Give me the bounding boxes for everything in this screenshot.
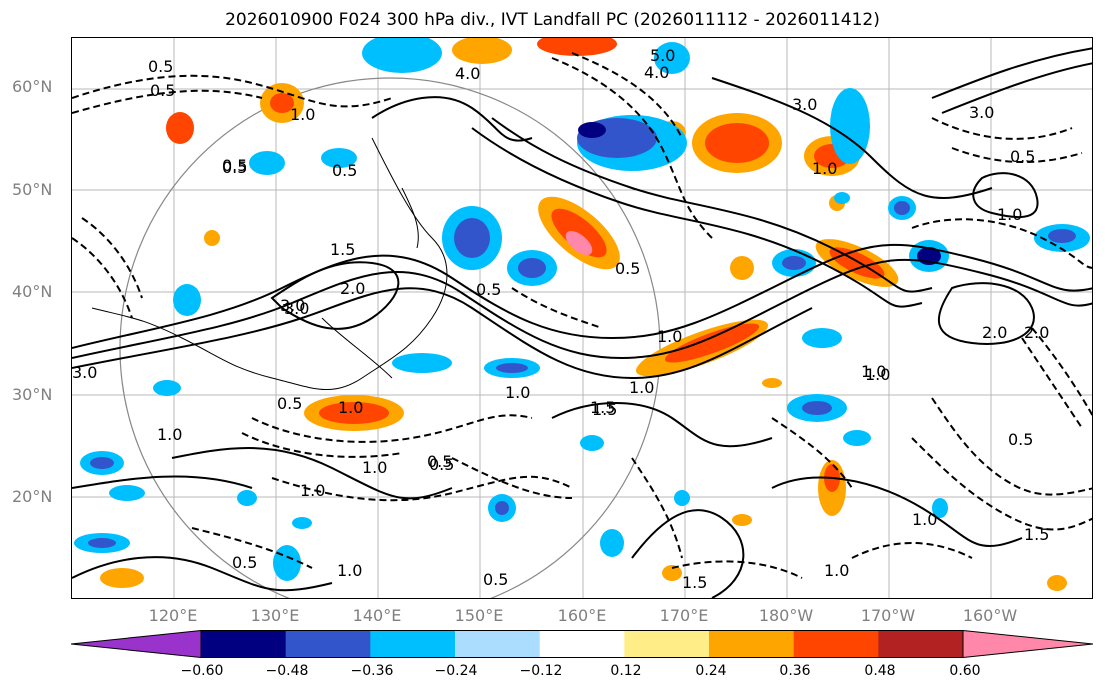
colorbar-cell: [709, 630, 795, 658]
contour-label: 1.0: [338, 398, 363, 417]
contour-label: 1.0: [912, 510, 937, 529]
contour-label: 1.0: [362, 458, 387, 477]
contour-label: 1.0: [629, 378, 654, 397]
contour-label: 0.5: [1010, 147, 1035, 166]
contour-label: 1.5: [330, 240, 355, 259]
contour-label: 1.0: [505, 383, 530, 402]
latitude-label: 20°N: [12, 487, 53, 506]
contour-label: 1.0: [157, 425, 182, 444]
contour-label: 0.5: [427, 452, 452, 471]
contour-label: 0.5: [222, 156, 247, 175]
contour-label: 0.5: [615, 259, 640, 278]
contour-label: 3.0: [280, 296, 305, 315]
colorbar-tick-label: 0.60: [949, 663, 981, 679]
contour-label: 2.0: [1024, 323, 1049, 342]
reference-circle: [119, 77, 661, 598]
colorbar-tick-label: 0.48: [864, 663, 896, 679]
contour-label: 0.5: [476, 280, 501, 299]
contour-label: 0.5: [148, 57, 173, 76]
contour-label: 5.0: [650, 46, 675, 65]
colorbar-cell: [285, 630, 371, 658]
contour-label: 3.0: [792, 95, 817, 114]
map-canvas: 0.5 0.5 4.0 5.0 4.0 1.0 0.5 0.5 3.0 1.0 …: [72, 38, 1092, 598]
colorbar-tick-label: −0.24: [434, 663, 478, 679]
colorbar-cells: [71, 630, 1093, 658]
longitude-label: 170°E: [659, 606, 709, 625]
contour-label: 0.5: [232, 553, 257, 572]
contour-label: 1.0: [861, 362, 886, 381]
contour-label: 1.0: [812, 159, 837, 178]
colorbar-cell: [455, 630, 541, 658]
longitude-label: 180°W: [758, 606, 814, 625]
colorbar-tick-label: 0.36: [779, 663, 811, 679]
contour-label: 3.0: [72, 363, 97, 382]
colorbar-cell: [201, 630, 287, 658]
coastline: [91, 137, 448, 391]
contour-label: 0.5: [1008, 430, 1033, 449]
colorbar-cell: [793, 630, 879, 658]
colorbar-cell: [878, 630, 964, 658]
contour-label: 2.0: [340, 279, 365, 298]
contour-label: 1.5: [1024, 525, 1049, 544]
latitude-label: 50°N: [12, 180, 53, 199]
colorbar: [71, 630, 1093, 658]
contour-label: 1.0: [997, 205, 1022, 224]
contour-label: 0.5: [150, 81, 175, 100]
colorbar-cell: [539, 630, 625, 658]
contour-label: 1.0: [300, 481, 325, 500]
longitude-label: 160°W: [962, 606, 1018, 625]
contour-labels: 0.5 0.5 4.0 5.0 4.0 1.0 0.5 0.5 3.0 1.0 …: [72, 46, 1049, 592]
colorbar-tick-label: −0.36: [350, 663, 394, 679]
contour-label: 4.0: [455, 64, 480, 83]
contour-label: 1.5: [592, 400, 617, 419]
latitude-label: 30°N: [12, 385, 53, 404]
contour-label: 1.0: [657, 327, 682, 346]
colorbar-tick-label: −0.48: [265, 663, 309, 679]
colorbar-tick-label: 0.12: [610, 663, 642, 679]
contour-label: 0.5: [332, 161, 357, 180]
contour-label: 0.5: [222, 158, 247, 177]
contour-label: 1.0: [337, 561, 362, 580]
contour-label: 3.0: [969, 103, 994, 122]
colorbar-tick-label: −0.60: [180, 663, 224, 679]
colorbar-cell: [624, 630, 710, 658]
longitude-label: 170°W: [860, 606, 916, 625]
longitude-label: 140°E: [352, 606, 402, 625]
contour-label: 3.0: [284, 299, 309, 318]
dashed-contours: [72, 52, 1092, 579]
map-area[interactable]: 0.5 0.5 4.0 5.0 4.0 1.0 0.5 0.5 3.0 1.0 …: [71, 37, 1093, 599]
colorbar-cell: [370, 630, 456, 658]
contour-label: 2.0: [982, 323, 1007, 342]
latitude-label: 40°N: [12, 282, 53, 301]
longitude-label: 150°E: [454, 606, 504, 625]
contour-label: 1.0: [824, 561, 849, 580]
contour-label: 1.0: [865, 365, 890, 384]
longitude-label: 130°E: [250, 606, 300, 625]
latitude-label: 60°N: [12, 77, 53, 96]
contour-label: 1.5: [682, 573, 707, 592]
contour-label: 1.5: [590, 398, 615, 417]
colorbar-tick-label: −0.12: [519, 663, 563, 679]
colorbar-extend-low: [71, 630, 202, 658]
colorbar-extend-high: [962, 630, 1093, 658]
contour-label: 4.0: [644, 63, 669, 82]
contour-label: 0.5: [429, 455, 454, 474]
solid-contours: [72, 47, 1092, 598]
contour-label: 0.5: [277, 394, 302, 413]
longitude-label: 160°E: [557, 606, 607, 625]
contour-label: 0.5: [483, 570, 508, 589]
divergence-shading: [74, 38, 1090, 591]
contour-label: 1.0: [290, 105, 315, 124]
colorbar-tick-label: 0.24: [695, 663, 727, 679]
longitude-label: 120°E: [148, 606, 198, 625]
colorbar-border: [200, 630, 964, 658]
map-title: 2026010900 F024 300 hPa div., IVT Landfa…: [225, 10, 880, 30]
